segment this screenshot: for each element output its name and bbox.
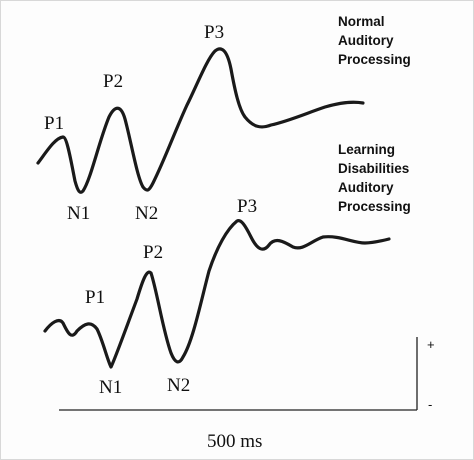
ld-peak-p3: P3 (237, 196, 257, 217)
ld-label-line-4: Processing (338, 199, 411, 214)
ld-peak-p1: P1 (85, 287, 105, 308)
normal-label-line-1: Normal (338, 14, 385, 29)
ld-peak-n2: N2 (167, 375, 190, 396)
negative-polarity-sign: - (428, 397, 432, 412)
positive-polarity-sign: + (427, 337, 435, 352)
normal-label-line-3: Processing (338, 52, 411, 67)
normal-peak-n1: N1 (67, 203, 90, 224)
ld-peak-n1: N1 (99, 377, 122, 398)
ld-label-line-3: Auditory (338, 180, 394, 195)
normal-peak-p2: P2 (103, 71, 123, 92)
ld-label-line-1: Learning (338, 142, 395, 157)
ld-waveform (43, 219, 391, 369)
normal-peak-p3: P3 (204, 22, 224, 43)
normal-label-line-2: Auditory (338, 33, 394, 48)
ld-label-line-2: Disabilities (338, 161, 409, 176)
normal-peak-n2: N2 (135, 203, 158, 224)
normal-peak-p1: P1 (44, 113, 64, 134)
time-scale-label: 500 ms (207, 431, 262, 452)
normal-waveform (36, 47, 365, 194)
ld-peak-p2: P2 (143, 242, 163, 263)
